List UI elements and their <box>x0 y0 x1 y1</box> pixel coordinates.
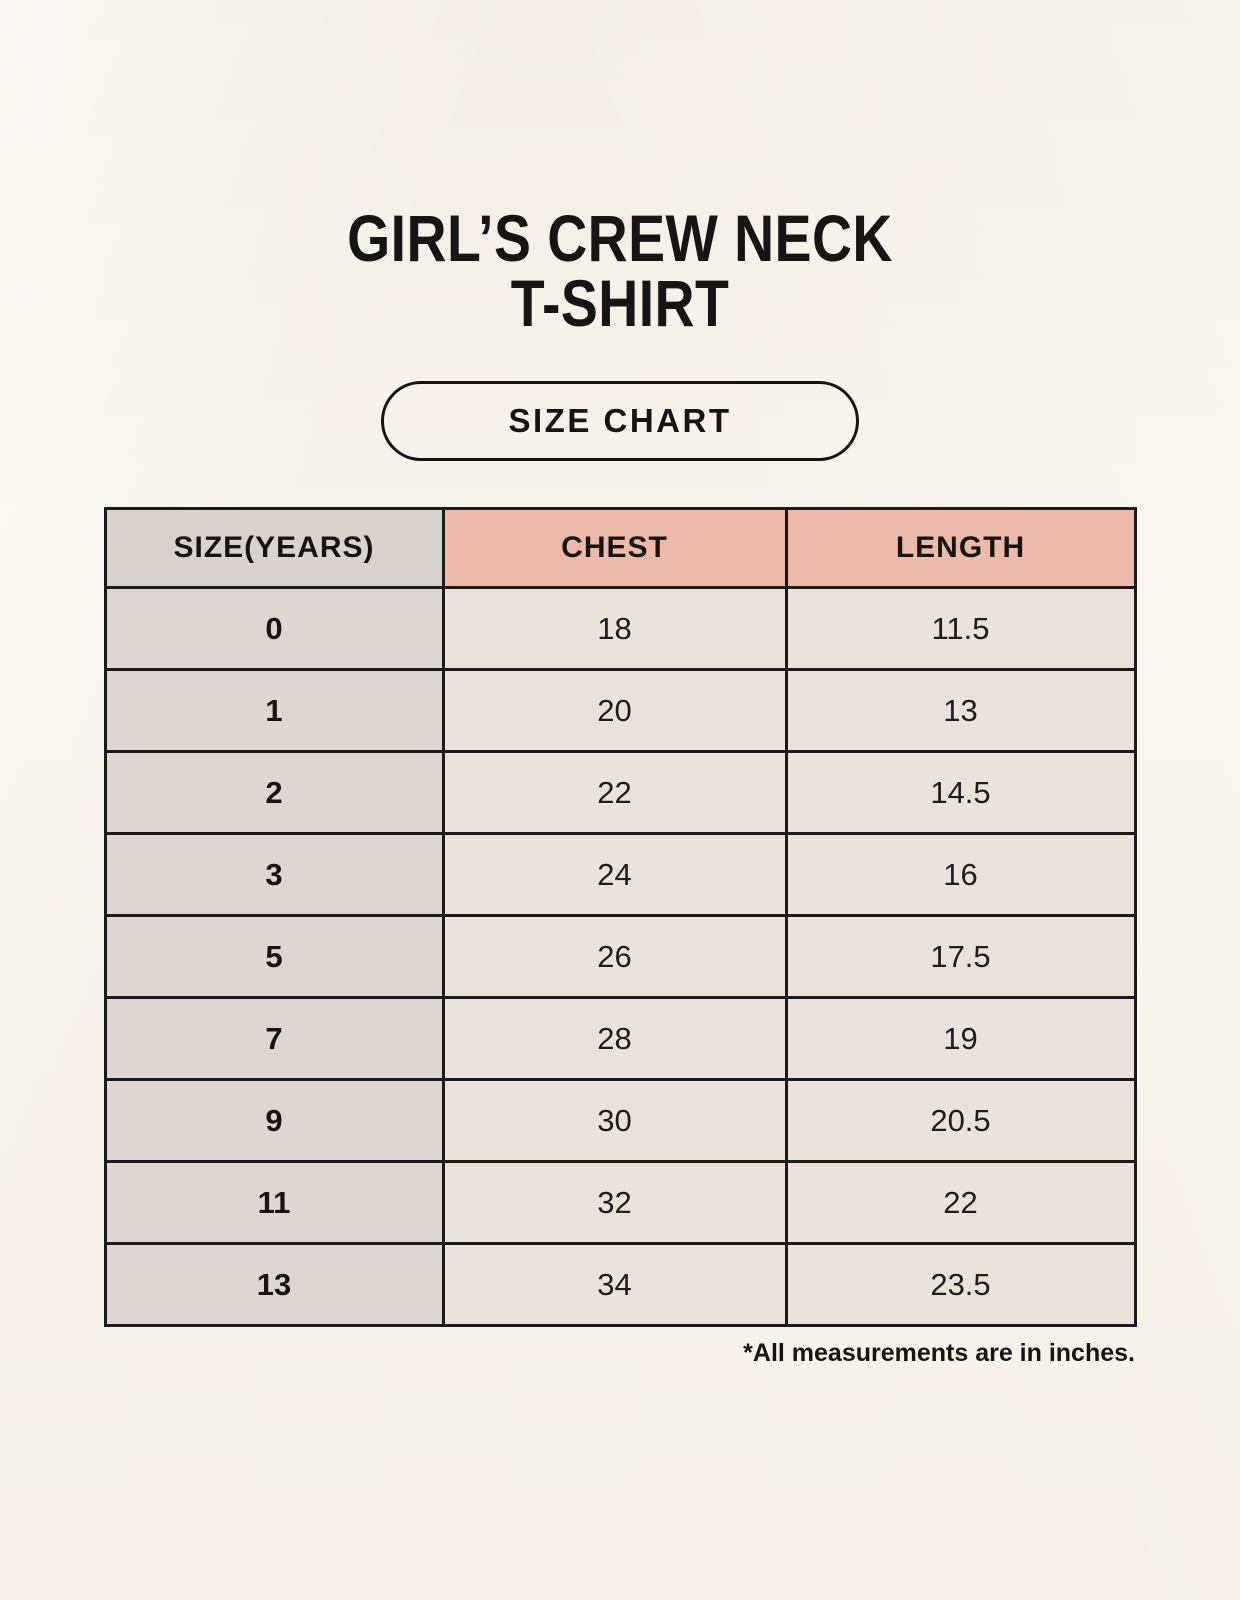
page-title-line2: T-SHIRT <box>510 265 730 340</box>
table-header-row: SIZE(YEARS) CHEST LENGTH <box>103 507 1137 590</box>
table-row: 3 24 16 <box>103 832 1137 918</box>
chest-value: 28 <box>441 996 788 1082</box>
table-row: 9 30 20.5 <box>103 1078 1137 1164</box>
size-chart-table: SIZE(YEARS) CHEST LENGTH 0 18 11.5 1 20 … <box>103 507 1137 1328</box>
chest-value: 32 <box>441 1160 788 1246</box>
length-value: 22 <box>784 1160 1137 1246</box>
chest-value: 24 <box>441 832 788 918</box>
chest-value: 20 <box>441 668 788 754</box>
size-chart-badge: SIZE CHART <box>381 381 859 462</box>
size-chart-badge-label: SIZE CHART <box>508 402 732 440</box>
size-value: 5 <box>103 914 445 1000</box>
size-value: 2 <box>103 750 445 836</box>
table-row: 1 20 13 <box>103 668 1137 754</box>
chest-value: 26 <box>441 914 788 1000</box>
measurements-footnote: *All measurements are in inches. <box>743 1339 1135 1368</box>
length-value: 17.5 <box>784 914 1137 1000</box>
column-header-chest: CHEST <box>441 507 788 590</box>
column-header-length: LENGTH <box>784 507 1137 590</box>
length-value: 16 <box>784 832 1137 918</box>
chest-value: 30 <box>441 1078 788 1164</box>
size-value: 9 <box>103 1078 445 1164</box>
page-title: GIRL’S CREW NECK T-SHIRT <box>99 0 1141 335</box>
length-value: 11.5 <box>784 586 1137 672</box>
table-row: 11 32 22 <box>103 1160 1137 1246</box>
size-value: 1 <box>103 668 445 754</box>
size-value: 3 <box>103 832 445 918</box>
table-row: 0 18 11.5 <box>103 586 1137 672</box>
chest-value: 22 <box>441 750 788 836</box>
size-value: 13 <box>103 1242 445 1328</box>
chest-value: 18 <box>441 586 788 672</box>
size-value: 7 <box>103 996 445 1082</box>
column-header-size-years: SIZE(YEARS) <box>103 507 445 590</box>
table-row: 5 26 17.5 <box>103 914 1137 1000</box>
length-value: 13 <box>784 668 1137 754</box>
length-value: 14.5 <box>784 750 1137 836</box>
length-value: 20.5 <box>784 1078 1137 1164</box>
table-row: 2 22 14.5 <box>103 750 1137 836</box>
table-row: 7 28 19 <box>103 996 1137 1082</box>
page-title-line1: GIRL’S CREW NECK <box>347 201 893 275</box>
length-value: 19 <box>784 996 1137 1082</box>
length-value: 23.5 <box>784 1242 1137 1328</box>
table-row: 13 34 23.5 <box>103 1242 1137 1328</box>
size-value: 0 <box>103 586 445 672</box>
size-value: 11 <box>103 1160 445 1246</box>
chest-value: 34 <box>441 1242 788 1328</box>
